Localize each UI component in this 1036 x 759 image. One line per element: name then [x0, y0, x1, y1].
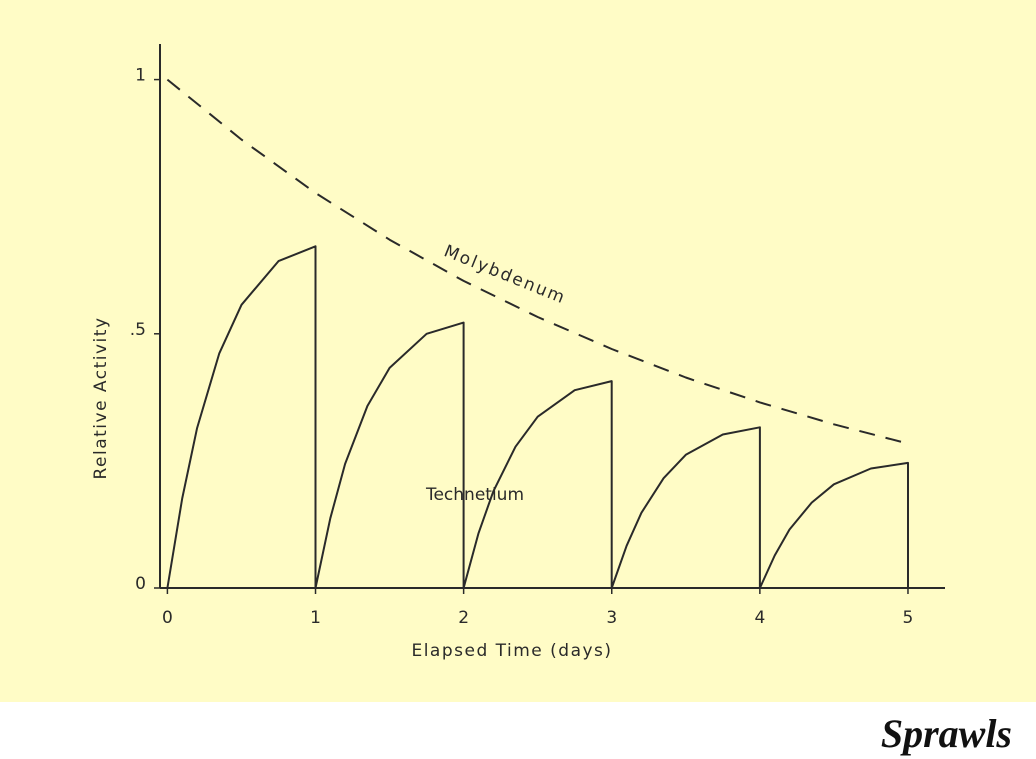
x-axis-label: Elapsed Time (days) [411, 641, 612, 661]
y-tick-label: 0 [135, 574, 146, 594]
chart-background [0, 0, 1036, 702]
y-axis-label: Relative Activity [91, 316, 111, 479]
x-tick-label: 5 [903, 608, 914, 628]
y-tick-label: 1 [135, 66, 146, 86]
series-line [166, 245, 909, 589]
x-tick-label: 4 [754, 608, 765, 628]
x-tick-label: 3 [606, 608, 617, 628]
x-tick-label: 2 [458, 608, 469, 628]
x-tick-label: 0 [162, 608, 173, 628]
credit: Sprawls [881, 711, 1012, 756]
y-tick-label: .5 [130, 320, 146, 340]
x-tick-label: 1 [310, 608, 321, 628]
series-label: Technetium [425, 485, 524, 505]
series-line [166, 78, 909, 445]
